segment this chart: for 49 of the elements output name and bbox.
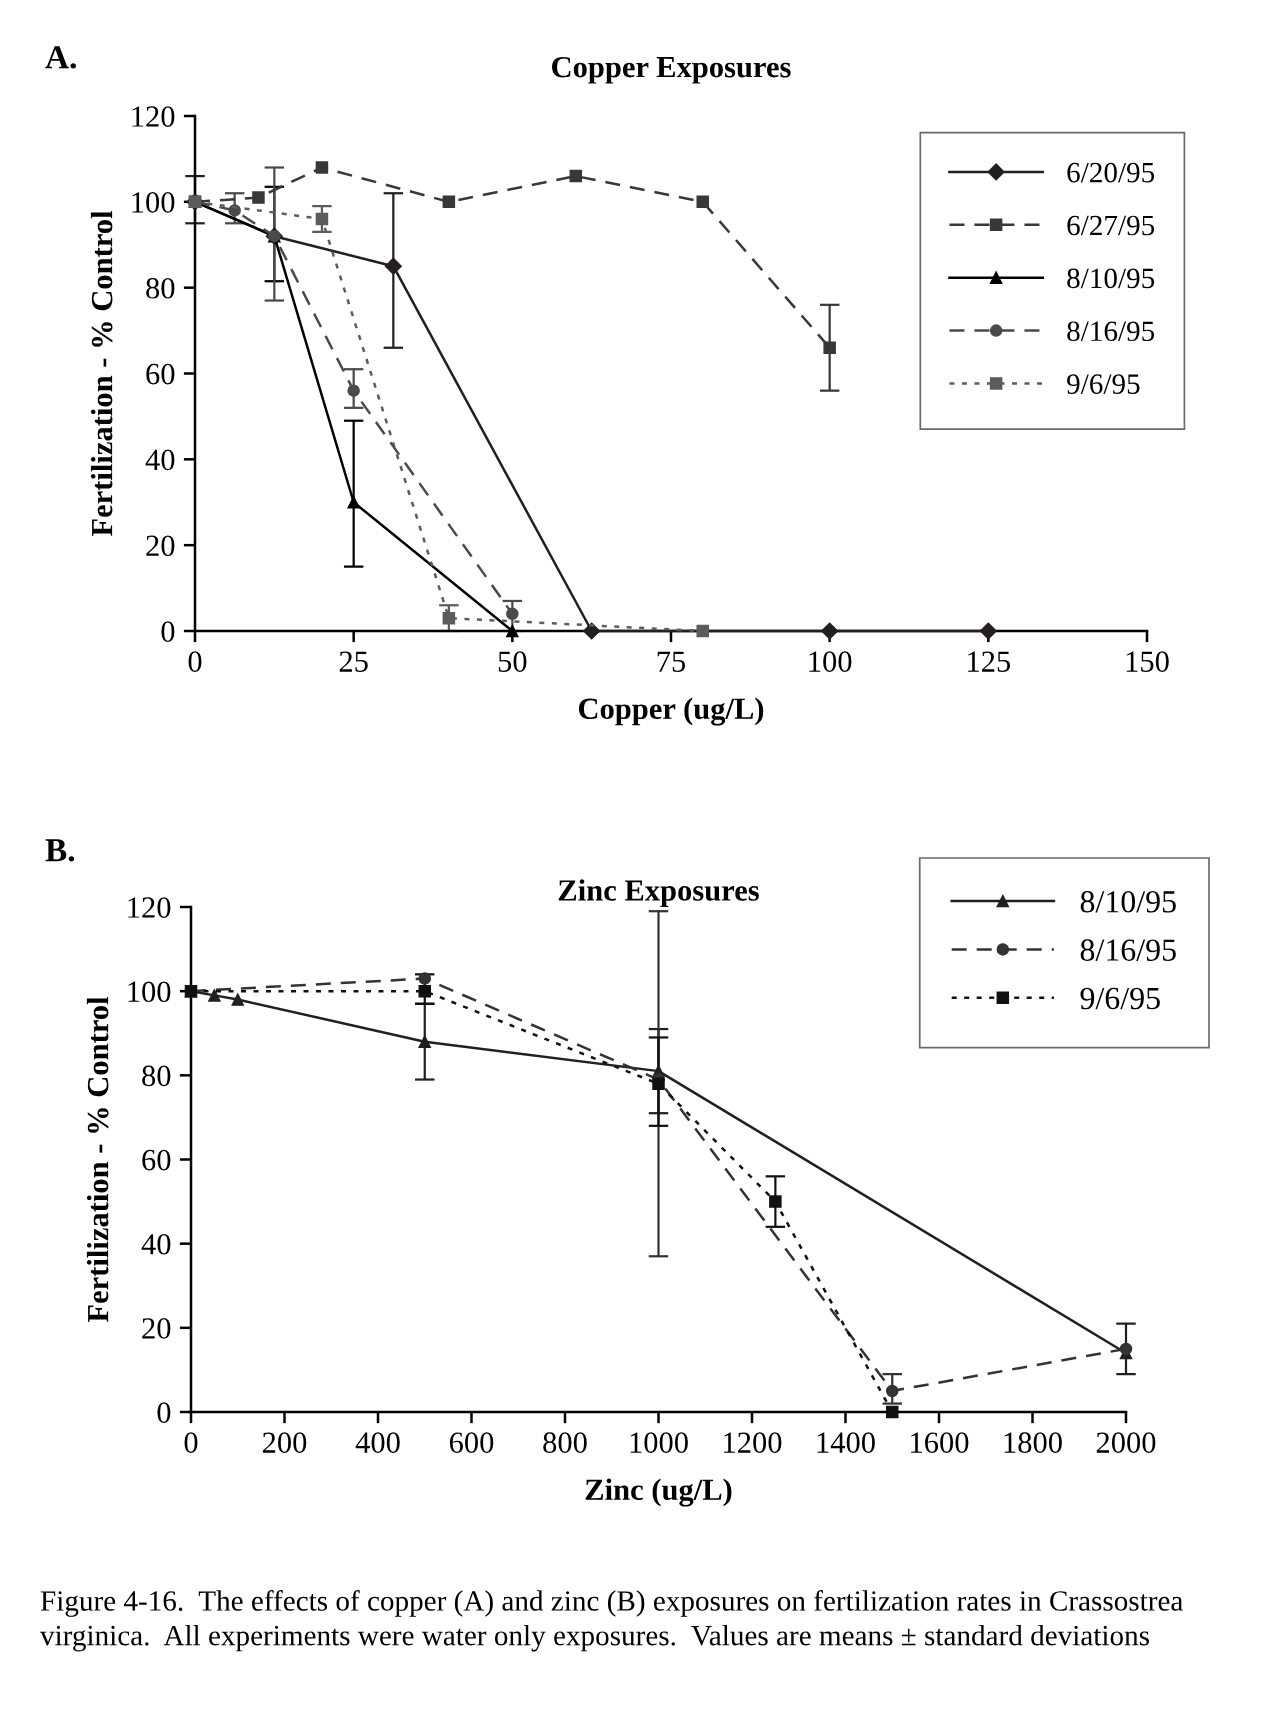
- legend-label: 8/16/95: [1067, 321, 1155, 342]
- legend-label: 8/10/95: [1080, 891, 1176, 913]
- x-axis-title: Copper (ug/L): [578, 697, 764, 726]
- y-tick-label: 120: [128, 897, 171, 918]
- legend-label: 9/6/95: [1080, 987, 1160, 1010]
- x-tick-label: 25: [339, 651, 368, 672]
- x-tick-label: 200: [262, 1432, 307, 1453]
- x-tick-label: 75: [657, 651, 686, 672]
- x-tick-label: 0: [184, 1432, 198, 1453]
- y-tick-label: 80: [142, 1065, 171, 1087]
- y-tick-label: 120: [132, 106, 175, 127]
- y-tick-label: 0: [161, 621, 175, 642]
- x-tick-label: 100: [809, 651, 852, 672]
- x-tick-label: 600: [449, 1432, 494, 1453]
- x-tick-label: 1000: [630, 1432, 688, 1453]
- chart-title: Zinc Exposures: [558, 879, 759, 907]
- x-tick-label: 0: [188, 651, 202, 672]
- x-tick-label: 1600: [911, 1432, 969, 1453]
- chart-title: Copper Exposures: [552, 56, 791, 84]
- legend-label: 9/6/95: [1067, 374, 1140, 394]
- text: B.: [45, 839, 75, 862]
- y-axis-title: Fertilization - % Control: [90, 210, 113, 537]
- y-tick-label: 60: [146, 363, 175, 385]
- x-tick-label: 2000: [1096, 1432, 1156, 1453]
- y-tick-label: 20: [142, 1318, 171, 1339]
- x-tick-label: 1200: [724, 1432, 782, 1453]
- y-tick-label: 20: [146, 535, 175, 557]
- y-tick-label: 100: [128, 981, 171, 1003]
- x-axis-title: Zinc (ug/L): [585, 1478, 732, 1507]
- y-tick-label: 40: [141, 1233, 171, 1255]
- legend-label: 6/27/95: [1067, 215, 1155, 236]
- legend-label: 8/10/95: [1067, 268, 1155, 289]
- y-tick-label: 60: [142, 1149, 171, 1171]
- caption: Figure 4-16. The effects of copper (A) and zinc (B) exposures on fertilization rates in Crassostrea virginica. All experiments were water only exposures. Values are means ± standard deviations: [40, 1590, 1183, 1652]
- x-tick-label: 1800: [1004, 1432, 1062, 1453]
- y-tick-label: 100: [132, 192, 175, 213]
- text: A.: [45, 46, 76, 69]
- legend-label: 6/20/95: [1067, 162, 1155, 183]
- x-tick-label: 150: [1126, 651, 1169, 672]
- x-tick-label: 50: [498, 651, 527, 672]
- x-tick-label: 125: [968, 651, 1011, 672]
- y-axis-title: Fertilization - % Control: [86, 996, 109, 1323]
- y-tick-label: 80: [146, 277, 175, 299]
- y-tick-label: 0: [157, 1402, 171, 1423]
- x-tick-label: 1400: [817, 1432, 875, 1453]
- x-tick-label: 800: [543, 1432, 587, 1453]
- y-tick-label: 40: [145, 449, 175, 471]
- legend-label: 8/16/95: [1080, 939, 1176, 961]
- x-tick-label: 400: [355, 1432, 400, 1453]
